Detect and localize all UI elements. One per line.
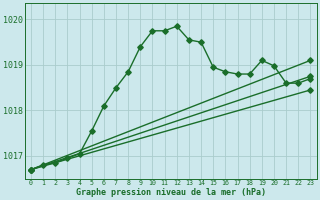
X-axis label: Graphe pression niveau de la mer (hPa): Graphe pression niveau de la mer (hPa) bbox=[76, 188, 266, 197]
